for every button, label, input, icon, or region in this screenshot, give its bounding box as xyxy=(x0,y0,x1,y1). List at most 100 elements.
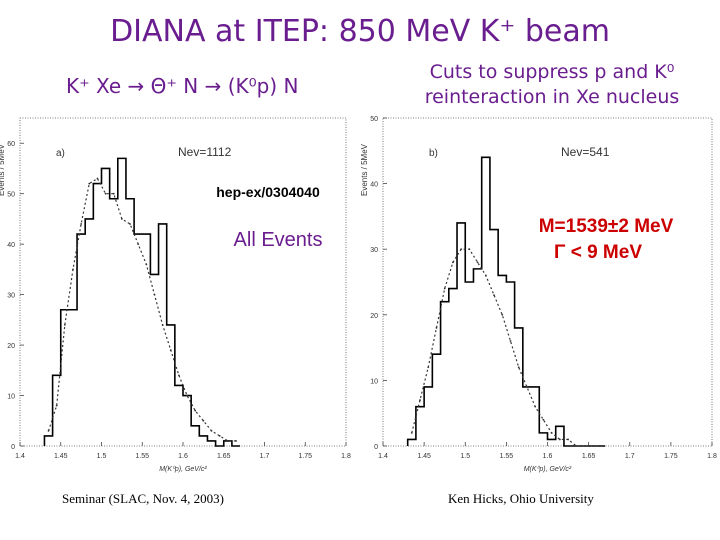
background-point xyxy=(63,323,66,326)
background-point xyxy=(558,438,561,441)
data-bin xyxy=(548,439,556,446)
data-bin xyxy=(102,168,110,446)
background-point xyxy=(484,274,487,277)
histogram-panel-b: 0 10 20 30 40 50 1.4 1.45 1.5 1.55 1.6 1.65 1.7 1.75 1… xyxy=(360,116,717,473)
x-tick-label: 1.4 xyxy=(15,453,25,460)
x-tick-label: 1.55 xyxy=(135,453,149,460)
footer-author: Ken Hicks, Ohio University xyxy=(448,491,594,506)
background-point xyxy=(88,182,91,185)
background-point xyxy=(210,429,213,432)
data-bin xyxy=(449,289,457,446)
background-point xyxy=(194,409,197,412)
data-bin xyxy=(441,302,449,446)
background-point xyxy=(567,438,569,441)
x-tick-label: 1.65 xyxy=(582,453,596,460)
background-point xyxy=(129,223,131,225)
background-point xyxy=(526,386,528,388)
plot-frame xyxy=(19,117,347,447)
y-tick-label: 50 xyxy=(370,116,378,123)
y-tick-label: 20 xyxy=(7,343,15,350)
background-dotted-line xyxy=(411,248,601,447)
background-point xyxy=(600,445,602,447)
data-bin xyxy=(159,224,167,446)
data-histogram-line xyxy=(406,156,606,447)
data-bin xyxy=(465,282,473,446)
x-tick-label: 1.45 xyxy=(54,453,68,460)
data-bin xyxy=(432,354,440,446)
event-count-label: Nev=541 xyxy=(561,145,610,159)
panel-label: a) xyxy=(56,148,65,159)
background-point xyxy=(443,287,446,290)
data-bin xyxy=(506,282,514,446)
x-tick-label: 1.7 xyxy=(260,453,270,460)
data-bin xyxy=(134,234,142,446)
x-tick-label: 1.4 xyxy=(378,453,388,460)
background-point xyxy=(226,440,229,442)
background-point xyxy=(591,445,594,447)
data-bin xyxy=(85,219,93,446)
data-bin xyxy=(199,436,207,446)
background-point xyxy=(145,263,148,266)
data-bin xyxy=(93,184,101,446)
x-tick-label: 1.75 xyxy=(298,453,312,460)
background-point xyxy=(517,366,520,369)
data-bin xyxy=(77,234,85,446)
background-point xyxy=(534,405,537,408)
background-point xyxy=(47,429,50,432)
x-axis-label: M(K⁰p), GeV/c² xyxy=(524,465,572,473)
background-point xyxy=(169,349,172,352)
background-point xyxy=(509,340,512,342)
data-bin xyxy=(150,274,158,446)
background-point xyxy=(575,445,578,447)
cuts-line-2: reinteraction in Xe nucleus xyxy=(424,86,680,108)
data-bin xyxy=(523,387,531,446)
data-bin xyxy=(539,433,547,446)
plot-frame xyxy=(382,117,713,447)
data-bin xyxy=(457,223,465,446)
x-tick-label: 1.7 xyxy=(625,453,635,460)
y-tick-label: 0 xyxy=(374,444,378,451)
background-point xyxy=(501,313,504,316)
data-bin xyxy=(53,375,61,446)
background-point xyxy=(161,323,164,326)
cuts-line-1: Cuts to suppress p and K⁰ xyxy=(429,61,675,83)
data-bin xyxy=(110,199,118,446)
y-tick-label: 10 xyxy=(7,394,15,401)
y-axis-label: Events / 5MeV xyxy=(360,143,369,196)
data-bin xyxy=(175,385,183,446)
y-tick-label: 60 xyxy=(7,141,15,148)
data-bin xyxy=(69,310,77,446)
y-tick-label: 0 xyxy=(11,444,15,451)
data-bin xyxy=(515,328,523,446)
background-point xyxy=(435,327,438,329)
x-tick-label: 1.65 xyxy=(217,453,231,460)
data-bin xyxy=(416,407,424,446)
cuts-description: Cuts to suppress p and K⁰ reinteraction … xyxy=(392,60,712,110)
reference-label: hep-ex/0304040 xyxy=(216,184,320,200)
y-axis-label: Events / 5MeV xyxy=(0,143,6,196)
mass-annotation: M=1539±2 MeV xyxy=(539,216,674,237)
slide-title: DIANA at ITEP: 850 MeV K⁺ beam xyxy=(110,14,610,49)
width-annotation: Γ < 9 MeV xyxy=(554,242,642,263)
y-tick-label: 10 xyxy=(370,378,378,385)
background-point xyxy=(72,268,74,271)
data-bin xyxy=(183,396,191,446)
background-point xyxy=(137,243,140,246)
background-point xyxy=(96,177,99,180)
background-point xyxy=(542,418,545,421)
background-point xyxy=(104,192,107,195)
data-bin xyxy=(531,387,539,446)
event-count-label: Nev=1112 xyxy=(178,145,232,159)
background-point xyxy=(202,419,205,422)
x-tick-label: 1.5 xyxy=(460,453,470,460)
background-point xyxy=(583,445,586,447)
x-tick-label: 1.5 xyxy=(97,453,107,460)
y-tick-label: 30 xyxy=(7,293,15,300)
data-bin xyxy=(482,157,490,446)
y-tick-label: 40 xyxy=(370,182,378,189)
background-point xyxy=(460,248,463,251)
y-tick-label: 20 xyxy=(370,313,378,320)
background-point xyxy=(476,261,479,264)
background-point xyxy=(550,431,553,434)
